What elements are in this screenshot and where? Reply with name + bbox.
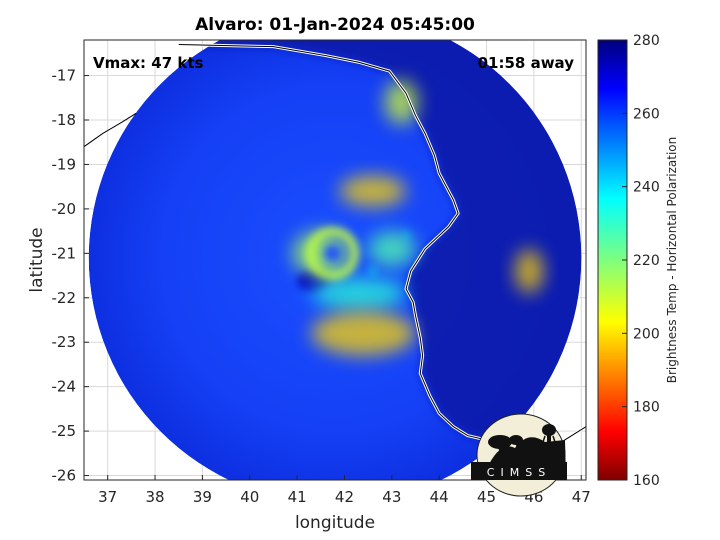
x-tick-label: 39 [193,488,212,506]
coastline-africa [84,112,137,148]
y-tick-label: -25 [52,422,77,440]
x-tick-label: 47 [572,488,591,506]
coastline-madagascar [178,43,586,445]
colorbar-label: Brightness Temp - Horizontal Polarizatio… [665,137,679,384]
warm-land-region [178,40,582,445]
y-tick-label: -26 [52,467,77,485]
rain-band [368,231,416,267]
storm-eye [323,244,342,263]
x-tick-label: 43 [382,488,401,506]
colorbar-tick-label: 180 [633,400,660,416]
x-ticks: 37 38 39 40 41 42 43 44 45 46 47 [98,475,591,506]
x-tick-label: 37 [98,488,117,506]
y-tick-label: -19 [52,155,77,173]
x-tick-label: 41 [288,488,307,506]
rain-band [514,248,544,294]
y-tick-label: -22 [52,289,77,307]
colorbar-tick-label: 220 [633,253,660,269]
rain-band [384,80,418,125]
coastline [84,42,586,446]
rain-band [311,277,407,309]
rain-band [292,231,350,276]
colorbar-tick-label: 260 [633,106,660,122]
colorbar-tick-label: 160 [633,473,660,489]
chart-title: Alvaro: 01-Jan-2024 05:45:00 [195,15,475,35]
y-axis-label: latitude [27,227,47,292]
microwave-swath [88,40,582,480]
rain-band [339,175,407,207]
eta-annotation: 01:58 away [478,54,575,72]
eyewall-ring [306,226,360,280]
plot-frame [83,39,587,481]
colorbar-tick-label: 280 [633,33,660,49]
x-tick-label: 45 [477,488,496,506]
cold-cloud-cluster [369,266,377,276]
colorbar-ticks: 160 180 200 220 240 260 280 [622,33,660,489]
x-axis-label: longitude [295,513,375,533]
y-tick-label: -17 [52,67,77,85]
colorbar-tick-label: 240 [633,180,660,196]
x-tick-label: 42 [335,488,354,506]
cimss-logo-text: CIMSS [487,466,551,479]
colorbar-tick-label: 200 [633,326,660,342]
y-ticks: -17 -18 -19 -20 -21 -22 -23 -24 -25 -26 [52,67,89,485]
cimss-logo: CIMSS [471,413,567,497]
y-tick-label: -23 [52,333,77,351]
y-tick-label: -18 [52,111,77,129]
y-tick-label: -21 [52,244,77,262]
y-tick-label: -20 [52,200,77,218]
vmax-annotation: Vmax: 47 kts [93,54,203,72]
x-tick-label: 38 [145,488,164,506]
x-tick-label: 40 [240,488,259,506]
y-tick-label: -24 [52,378,77,396]
x-tick-label: 44 [430,488,449,506]
rain-band [311,311,416,356]
